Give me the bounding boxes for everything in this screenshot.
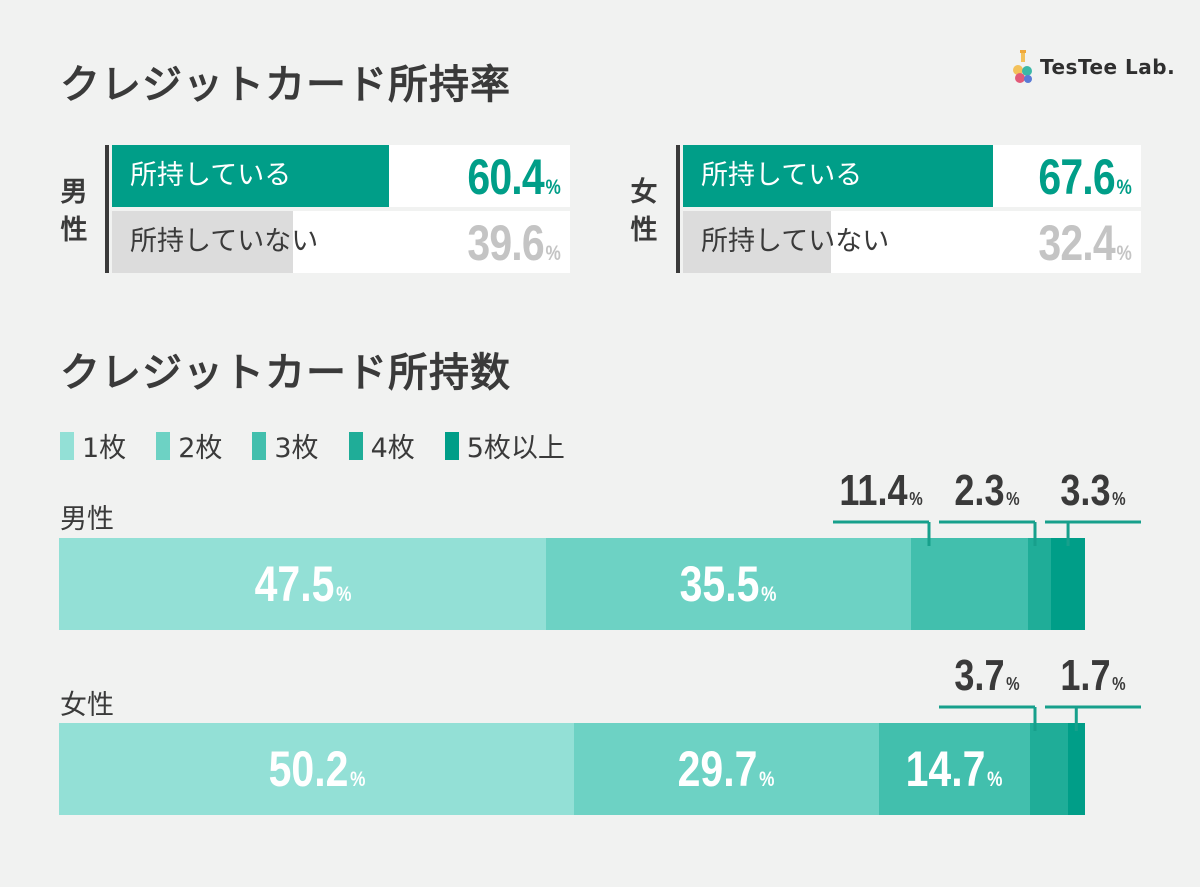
- ownership-female-notown-row: 所持していない 32.4%: [683, 211, 1141, 273]
- count-male-segment-4: [1027, 538, 1052, 630]
- legend-label: 3枚: [274, 433, 319, 464]
- count-female-segment-2: [574, 723, 879, 815]
- count-female-segment-3: [878, 723, 1030, 815]
- count-chart-title: クレジットカード所持数: [60, 350, 511, 396]
- count-male-segment-4-leader-line: [939, 520, 1037, 546]
- percent-unit: %: [1116, 242, 1131, 265]
- ownership-male-label: 男 性: [57, 174, 91, 250]
- count-female-segment-4-leader-line: [939, 705, 1037, 731]
- ownership-female-own-number: 67.6: [1038, 149, 1115, 205]
- ownership-male-notown-row: 所持していない 39.6%: [112, 211, 570, 273]
- ownership-male-notown-label: 所持していない: [130, 226, 319, 257]
- count-male-segment-5-leader-line: [1045, 520, 1141, 546]
- legend-label: 4枚: [370, 433, 415, 464]
- ownership-male-own-value: 60.4%: [467, 145, 560, 220]
- count-male-segment-3-callout: 11.4%: [839, 466, 923, 515]
- ownership-female-notown-value: 32.4%: [1038, 211, 1131, 286]
- legend-swatch: [252, 431, 267, 460]
- count-male-segment-5-callout: 3.3%: [1060, 466, 1126, 515]
- count-legend: 1枚 2枚 3枚 4枚 5枚以上: [60, 426, 565, 465]
- ownership-female-label-char1: 女: [630, 177, 658, 208]
- percent-unit: %: [545, 242, 560, 265]
- count-male-stacked-bar: 47.5% 35.5%: [59, 538, 1085, 630]
- ownership-female-label: 女 性: [627, 174, 661, 250]
- ownership-female-divider: [676, 145, 680, 273]
- count-female-segment-1-value: 50.2%: [268, 741, 365, 797]
- ownership-female-label-char2: 性: [630, 215, 658, 246]
- ownership-female-own-row: 所持している 67.6%: [683, 145, 1141, 207]
- ownership-male-own-row: 所持している 60.4%: [112, 145, 570, 207]
- brand-logo-text: TesTee Lab.: [1040, 55, 1176, 79]
- ownership-female-own-bar: [683, 145, 993, 207]
- ownership-chart-title: クレジットカード所持率: [60, 62, 511, 108]
- legend-swatch: [348, 431, 363, 460]
- legend-item-4: 4枚: [348, 426, 415, 465]
- count-male-segment-3-leader-line: [833, 520, 931, 546]
- ownership-female-own-label: 所持している: [701, 160, 863, 191]
- ownership-female-notown-label: 所持していない: [701, 226, 890, 257]
- ownership-male-own-label: 所持している: [130, 160, 292, 191]
- count-male-segment-5: [1051, 538, 1085, 630]
- ownership-male-label-char2: 性: [60, 215, 88, 246]
- legend-item-5plus: 5枚以上: [444, 426, 565, 465]
- ownership-male-own-bar: [112, 145, 389, 207]
- ownership-female-notown-bar: [683, 211, 832, 273]
- ownership-male-divider: [105, 145, 109, 273]
- ownership-male-notown-value: 39.6%: [467, 211, 560, 286]
- legend-item-3: 3枚: [252, 426, 319, 465]
- count-male-segment-4-callout: 2.3%: [954, 466, 1020, 515]
- count-male-segment-2: [546, 538, 911, 630]
- legend-item-2: 2枚: [156, 426, 222, 465]
- count-female-segment-5: [1067, 723, 1085, 815]
- legend-label: 1枚: [82, 433, 127, 464]
- ownership-male-notown-bar: [112, 211, 294, 273]
- count-male-label: 男性: [60, 504, 114, 535]
- ownership-female-notown-number: 32.4: [1038, 215, 1115, 271]
- count-female-stacked-bar: 50.2% 29.7% 14.7%: [59, 723, 1085, 815]
- ownership-male-notown-number: 39.6: [467, 215, 544, 271]
- legend-swatch: [444, 431, 459, 460]
- ownership-female-own-value: 67.6%: [1038, 145, 1131, 220]
- count-male-segment-2-value: 35.5%: [680, 556, 777, 612]
- count-male-segment-1-value: 47.5%: [254, 556, 352, 612]
- count-female-segment-4-callout: 3.7%: [954, 651, 1020, 700]
- count-female-segment-2-value: 29.7%: [678, 741, 775, 797]
- percent-unit: %: [545, 176, 560, 199]
- count-female-segment-1: [59, 723, 575, 815]
- ownership-male-label-char1: 男: [60, 177, 88, 208]
- count-male-segment-1: [59, 538, 547, 630]
- percent-unit: %: [1116, 176, 1131, 199]
- legend-swatch: [156, 431, 171, 460]
- legend-label: 2枚: [178, 433, 223, 464]
- count-female-label: 女性: [60, 690, 114, 721]
- legend-item-1: 1枚: [60, 426, 126, 465]
- count-female-segment-5-leader-line: [1045, 705, 1141, 731]
- legend-swatch: [60, 431, 74, 460]
- count-female-segment-3-value: 14.7%: [905, 741, 1003, 797]
- brand-logo: TesTee Lab.: [1012, 50, 1175, 84]
- count-male-segment-3: [910, 538, 1028, 630]
- ownership-male-own-number: 60.4: [467, 149, 544, 205]
- legend-label: 5枚以上: [466, 433, 565, 464]
- flask-icon: [1013, 50, 1032, 83]
- count-female-segment-5-callout: 1.7%: [1060, 651, 1126, 700]
- count-female-segment-4: [1029, 723, 1068, 815]
